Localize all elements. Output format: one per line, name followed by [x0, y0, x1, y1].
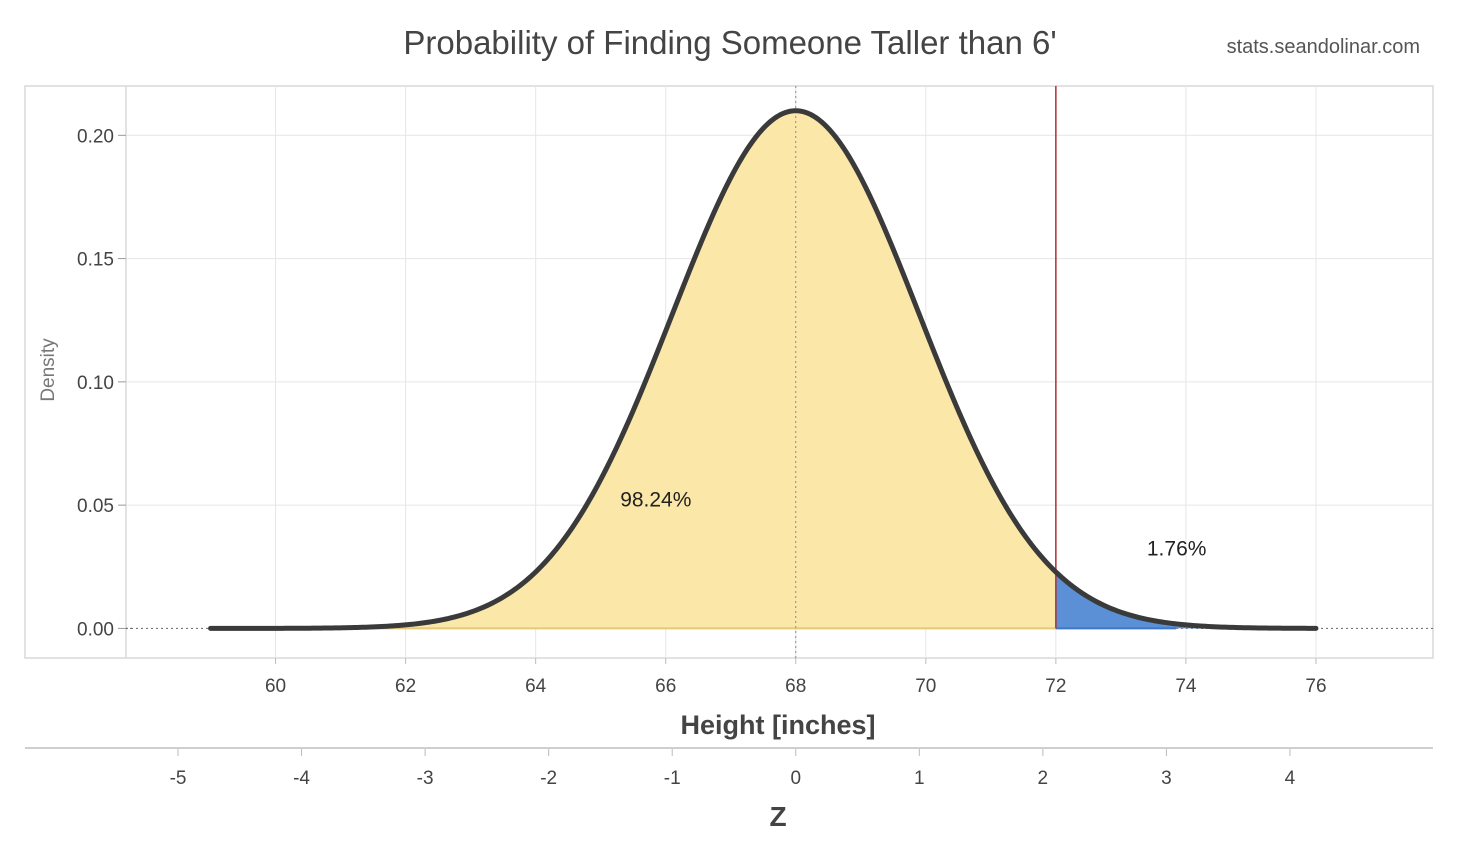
area-label-above: 1.76%: [1147, 538, 1207, 561]
x-tick-label: 74: [1175, 676, 1197, 697]
x-tick-label: 66: [655, 676, 676, 697]
x-tick-label: 72: [1045, 676, 1066, 697]
x-axis-label: Height [inches]: [680, 710, 875, 740]
reference-lines: [795, 86, 1057, 658]
z-tick-label: 0: [790, 768, 801, 789]
y-tick-label: 0.00: [77, 619, 114, 640]
density-curve: [208, 108, 1319, 631]
z-tick-label: 4: [1285, 768, 1296, 789]
y-axis-ticks: 0.00 0.05 0.10 0.15 0.20: [77, 126, 132, 640]
source-link[interactable]: stats.seandolinar.com: [1226, 36, 1420, 58]
x-tick-label: 62: [395, 676, 416, 697]
x-axis-ticks: 60 62 64 66 68 70 72 74 76: [265, 658, 1327, 697]
y-tick-label: 0.05: [77, 496, 114, 517]
x-tick-label: 60: [265, 676, 286, 697]
chart-title: Probability of Finding Someone Taller th…: [403, 24, 1057, 61]
area-label-below: 98.24%: [620, 488, 691, 511]
z-tick-label: -3: [417, 768, 434, 789]
y-axis-label: Density: [38, 338, 59, 402]
z-tick-label: 3: [1161, 768, 1172, 789]
x-tick-label: 64: [525, 676, 547, 697]
z-tick-label: -4: [293, 768, 310, 789]
y-tick-label: 0.20: [77, 126, 114, 147]
x-tick-label: 68: [785, 676, 806, 697]
density-curve-group: [208, 108, 1319, 631]
z-tick-label: 2: [1038, 768, 1049, 789]
area-below-cutoff: [210, 110, 1056, 629]
z-tick-label: -2: [540, 768, 557, 789]
area-labels: 98.24% 1.76%: [620, 488, 1206, 560]
z-tick-label: -1: [664, 768, 681, 789]
z-tick-label: -5: [170, 768, 187, 789]
z-axis-ticks: -5 -4 -3 -2 -1 0 1 2 3 4: [170, 748, 1296, 789]
plot-frame: [24, 85, 1434, 659]
z-axis-label: Z: [769, 801, 786, 832]
y-tick-label: 0.15: [77, 250, 114, 271]
x-tick-label: 76: [1305, 676, 1326, 697]
y-tick-label: 0.10: [77, 373, 114, 394]
x-tick-label: 70: [915, 676, 936, 697]
z-tick-label: 1: [914, 768, 925, 789]
